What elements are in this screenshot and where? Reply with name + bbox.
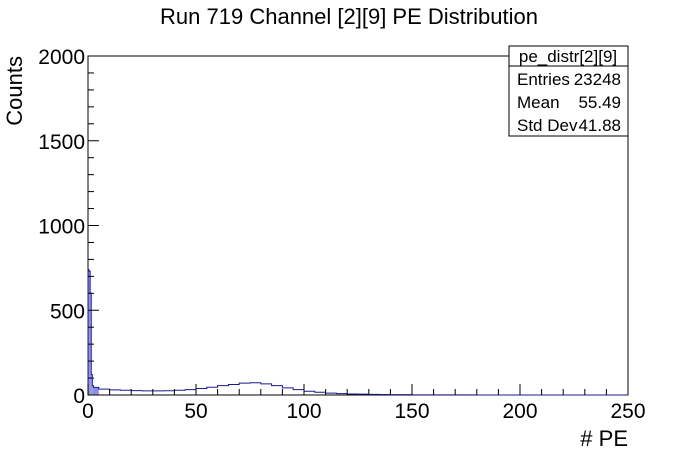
- x-axis: 0 50 100 150 200 250: [82, 384, 646, 423]
- histogram-line: [87, 269, 628, 396]
- histogram-fill-bin: [92, 385, 94, 395]
- histogram-fill-bin: [93, 387, 99, 395]
- x-tick-label: 100: [286, 400, 321, 423]
- y-tick-label: 0: [73, 385, 85, 408]
- stats-box-title: pe_distr[2][9]: [519, 47, 617, 66]
- stats-stddev-value: 41.88: [578, 116, 621, 135]
- histogram-layer: [87, 269, 628, 396]
- histogram-fill-bin: [88, 269, 90, 395]
- stats-box: pe_distr[2][9] Entries 23248 Mean 55.49 …: [508, 45, 629, 137]
- chart-title: Run 719 Channel [2][9] PE Distribution: [160, 4, 538, 29]
- stats-mean-value: 55.49: [578, 93, 621, 112]
- x-tick-label: 0: [82, 400, 94, 423]
- stats-box-frame: [508, 45, 629, 137]
- stats-stddev-label: Std Dev: [517, 116, 578, 135]
- x-tick-label: 50: [184, 400, 207, 423]
- y-tick-label: 2000: [38, 46, 85, 69]
- histogram-fill-bin: [91, 374, 93, 395]
- y-tick-label: 500: [50, 300, 85, 323]
- stats-entries-label: Entries: [517, 70, 570, 89]
- y-tick-label: 1000: [38, 216, 85, 239]
- stats-entries-value: 23248: [574, 70, 621, 89]
- x-tick-label: 150: [394, 400, 429, 423]
- histogram-fill-bin: [89, 271, 91, 395]
- y-axis: 0 500 1000 1500 2000: [38, 46, 99, 408]
- y-tick-label: 1500: [38, 131, 85, 154]
- y-axis-label: Counts: [2, 56, 27, 126]
- stats-mean-label: Mean: [517, 93, 560, 112]
- x-axis-label: # PE: [580, 426, 628, 451]
- x-tick-label: 200: [502, 400, 537, 423]
- x-tick-label: 250: [610, 400, 645, 423]
